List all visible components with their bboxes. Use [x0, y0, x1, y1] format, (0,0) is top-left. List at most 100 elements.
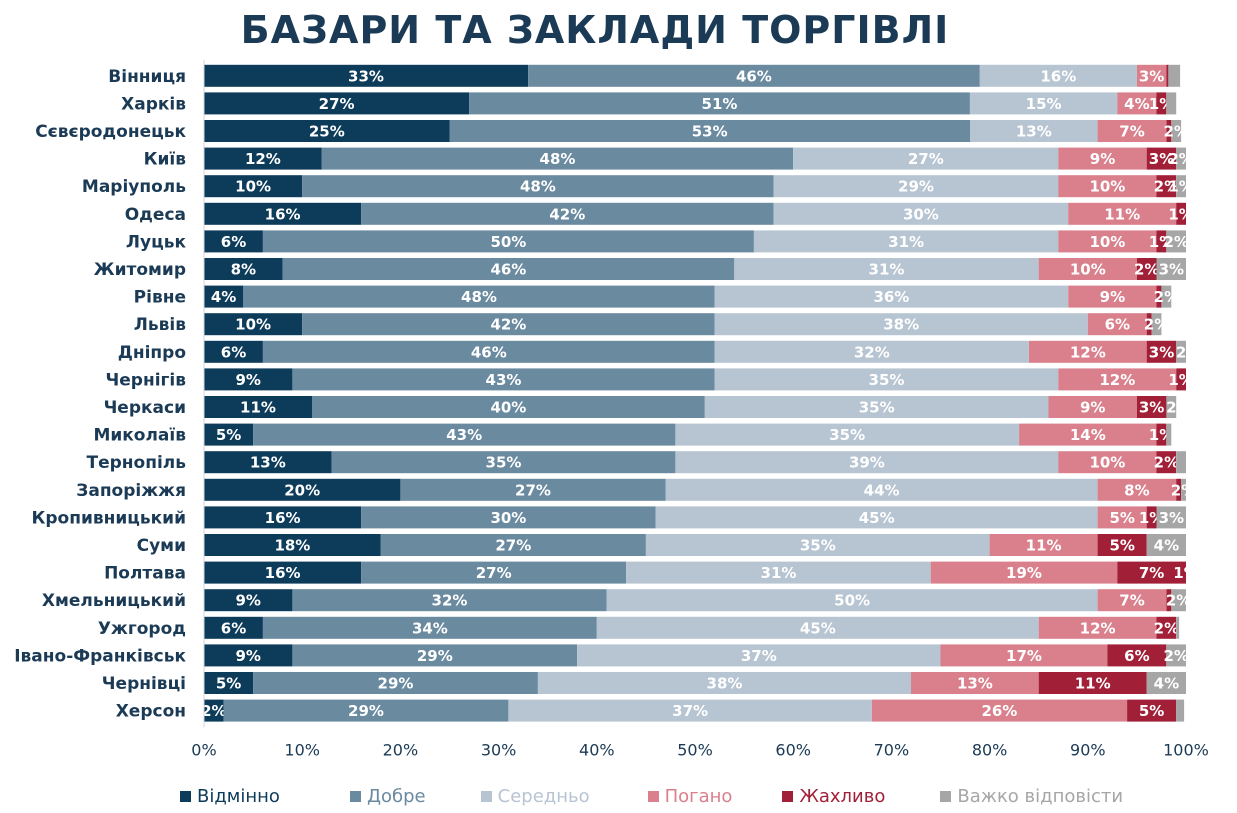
- data-label: 35%: [800, 537, 836, 555]
- data-label: 2%: [1171, 481, 1196, 499]
- data-label: 14%: [1070, 426, 1106, 444]
- bar-segment: [253, 672, 538, 694]
- data-label: 1%: [1168, 178, 1193, 196]
- data-label: 1%: [1168, 205, 1193, 223]
- bar-segment: [1181, 478, 1186, 501]
- data-label: 46%: [471, 343, 507, 361]
- bar-segment: [793, 147, 1059, 170]
- category-label: Житомир: [94, 260, 186, 280]
- data-label: 2%: [1154, 454, 1179, 472]
- data-label: 25%: [309, 123, 345, 141]
- legend-item: Добре: [349, 786, 426, 807]
- legend-swatch: [782, 791, 794, 802]
- category-label: Маріуполь: [82, 177, 186, 197]
- bar-segment: [1156, 175, 1177, 198]
- data-label: 15%: [1026, 95, 1062, 113]
- data-label: 48%: [540, 150, 576, 168]
- x-tick-label: 0%: [191, 740, 216, 759]
- data-label: 30%: [490, 509, 526, 527]
- bar-segment: [1156, 616, 1177, 639]
- category-label: Полтава: [104, 564, 186, 584]
- bar-segment: [1068, 202, 1177, 225]
- bar-segment: [596, 616, 1039, 639]
- bar-segment: [1068, 285, 1157, 308]
- legend-label: Відмінно: [197, 786, 280, 807]
- data-label: 43%: [486, 371, 522, 389]
- data-label: 35%: [486, 454, 522, 472]
- bar-segment: [1038, 672, 1147, 694]
- bar-segment: [704, 396, 1049, 418]
- data-label: 2%: [1163, 647, 1188, 665]
- bar-segment: [292, 589, 607, 612]
- data-label: 7%: [1139, 564, 1164, 582]
- legend-item: Жахливо: [782, 786, 885, 807]
- data-label: 12%: [1080, 619, 1116, 637]
- data-label: 10%: [1070, 261, 1106, 279]
- data-label: 12%: [1099, 371, 1135, 389]
- bar-segment: [302, 313, 715, 336]
- category-label: Чернігів: [106, 370, 187, 390]
- data-label: 7%: [1119, 123, 1144, 141]
- data-label: 38%: [707, 675, 743, 693]
- category-label: Хмельницький: [42, 591, 186, 611]
- category-label: Чернівці: [102, 674, 186, 694]
- legend-swatch: [349, 791, 361, 802]
- data-label: 20%: [284, 481, 320, 499]
- category-label: Київ: [144, 150, 187, 170]
- bar-segment: [469, 92, 970, 115]
- data-label: 37%: [672, 702, 708, 720]
- data-label: 27%: [495, 537, 531, 555]
- data-label: 17%: [1006, 647, 1042, 665]
- bar-segment: [1097, 120, 1167, 142]
- data-label: 3%: [1159, 509, 1184, 527]
- data-label: 12%: [245, 150, 281, 168]
- bar-segment: [1151, 313, 1162, 336]
- bar-segment: [204, 258, 283, 280]
- bar-segment: [1176, 147, 1186, 170]
- bar-segment: [665, 478, 1098, 501]
- data-label: 4%: [1154, 675, 1179, 693]
- data-label: 5%: [216, 426, 241, 444]
- bar-segment: [911, 672, 1039, 694]
- x-tick-label: 70%: [874, 740, 910, 759]
- x-tick-label: 30%: [481, 740, 517, 759]
- bar-segment: [223, 699, 509, 722]
- category-label: Сєвєродонецьк: [35, 122, 186, 142]
- data-label: 48%: [461, 288, 497, 306]
- data-label: 11%: [1026, 537, 1062, 555]
- bar-segment: [577, 644, 941, 667]
- bar-segment: [1038, 258, 1137, 280]
- data-label: 29%: [898, 178, 934, 196]
- data-label: 29%: [378, 675, 414, 693]
- data-label: 2%: [1166, 592, 1191, 610]
- bar-segment: [1058, 175, 1157, 198]
- data-label: 10%: [1089, 454, 1125, 472]
- bar-segment: [1058, 451, 1157, 474]
- data-label: 29%: [417, 647, 453, 665]
- data-label: 10%: [1089, 233, 1125, 251]
- bar-segment: [1156, 230, 1167, 253]
- data-label: 32%: [854, 343, 890, 361]
- data-label: 36%: [873, 288, 909, 306]
- data-label: 42%: [549, 205, 585, 223]
- data-label: 6%: [221, 619, 246, 637]
- data-label: 8%: [1124, 481, 1149, 499]
- data-label: 2%: [1154, 619, 1179, 637]
- data-label: 34%: [412, 619, 448, 637]
- bar-segment: [537, 672, 912, 694]
- bar-segment: [204, 699, 224, 722]
- bar-segment: [204, 423, 254, 446]
- data-label: 10%: [1089, 178, 1125, 196]
- bar-segment: [204, 285, 244, 308]
- data-label: 5%: [216, 675, 241, 693]
- legend-item: Важко відповісти: [940, 786, 1123, 807]
- bar-segment: [243, 285, 715, 308]
- bar-segment: [1156, 506, 1186, 529]
- data-label: 42%: [490, 316, 526, 334]
- bar-segment: [262, 230, 754, 253]
- data-label: 9%: [1100, 288, 1125, 306]
- data-label: 9%: [235, 371, 260, 389]
- category-label: Черкаси: [104, 398, 186, 418]
- data-label: 19%: [1006, 564, 1042, 582]
